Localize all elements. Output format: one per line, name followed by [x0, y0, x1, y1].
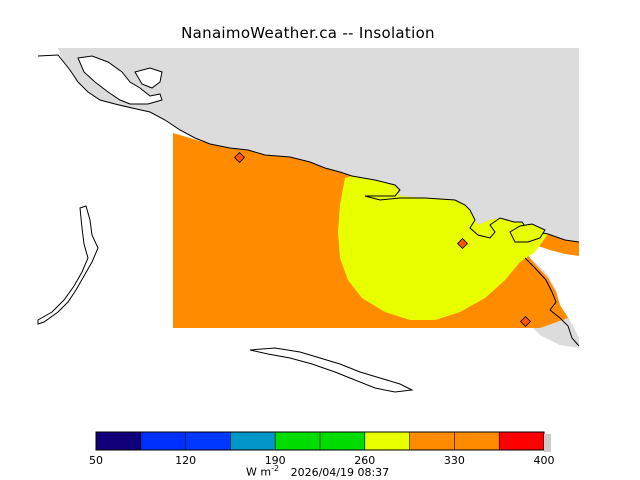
colorbar-bin	[454, 432, 500, 450]
colorbar-bin	[320, 432, 365, 450]
colorbar-bin	[499, 432, 544, 450]
lower-island-coast	[249, 347, 414, 393]
colorbar-footer: W m-2 2026/04/19 08:37	[246, 464, 389, 479]
colorbar-tick-label: 330	[443, 454, 465, 467]
inlet-coast	[509, 223, 546, 243]
mainland-land	[58, 48, 579, 242]
colorbar-bin	[275, 432, 320, 450]
colorbar-bin	[185, 432, 231, 450]
left-island-coast	[37, 205, 99, 325]
colorbar-bin	[230, 432, 276, 450]
colorbar-shadow	[544, 434, 551, 452]
timestamp: 2026/04/19 08:37	[290, 465, 390, 479]
colorbar-tick-label: 190	[264, 454, 286, 467]
colorbar-tick-label: 260	[354, 454, 376, 467]
colorbar-bin	[409, 432, 455, 450]
colorbar-tick-label: 120	[175, 454, 197, 467]
station-marker	[519, 315, 532, 328]
units-label: W m	[246, 465, 272, 479]
station-marker	[233, 151, 246, 164]
colorbar	[95, 431, 551, 452]
station-marker	[456, 237, 469, 250]
colorbar-bin	[364, 432, 410, 450]
island-coast-upper-mid	[134, 67, 163, 89]
colorbar-tick-label: 400	[533, 454, 555, 467]
colorbar-bin	[140, 432, 186, 450]
colorbar-bin	[96, 432, 141, 450]
colorbar-tick-label: 50	[89, 454, 103, 467]
island-coast-upper-left	[77, 55, 163, 105]
map-title: NanaimoWeather.ca -- Insolation	[181, 24, 435, 42]
mainland-coastline	[37, 54, 580, 243]
insolation-field-yellow	[338, 176, 548, 320]
south-coastline	[524, 257, 580, 347]
units-exponent: -2	[271, 464, 280, 473]
